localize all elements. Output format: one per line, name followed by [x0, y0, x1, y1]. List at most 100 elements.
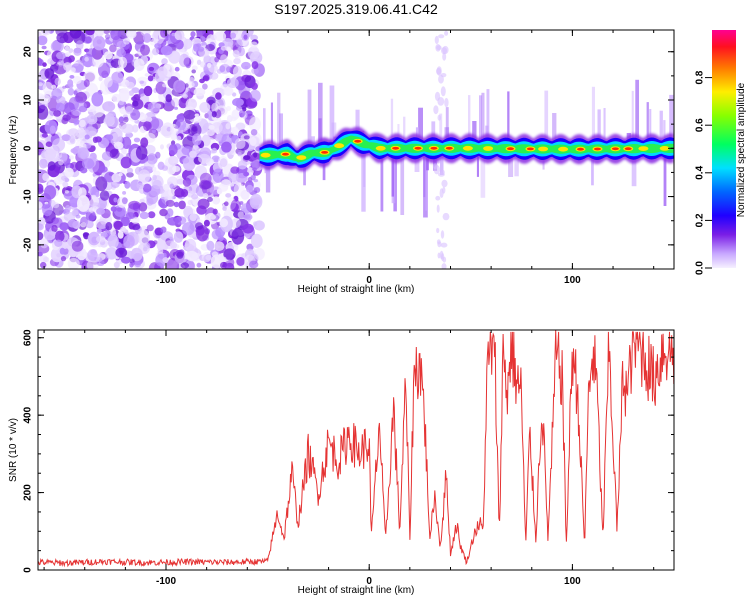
streak-speck — [442, 52, 447, 61]
noise-speck — [75, 40, 84, 50]
noise-speck — [168, 188, 176, 197]
noise-speck — [226, 77, 239, 89]
noise-speck — [250, 129, 258, 136]
noise-speck — [116, 48, 126, 58]
noise-speck — [103, 30, 110, 35]
noise-speck — [139, 80, 144, 84]
streak — [631, 148, 637, 187]
hotspot — [638, 146, 649, 152]
noise-speck — [237, 151, 242, 157]
hotspot-core — [577, 147, 584, 151]
noise-speck — [222, 206, 227, 211]
hotspot — [483, 146, 494, 151]
streak-speck — [437, 114, 442, 121]
noise-speck — [174, 66, 180, 72]
noise-speck — [76, 147, 90, 160]
noise-speck — [56, 51, 66, 60]
noise-speck — [42, 203, 53, 217]
streak-speck — [436, 204, 440, 213]
streak-speck — [438, 172, 445, 177]
noise-speck — [162, 183, 170, 191]
noise-speck — [208, 125, 215, 130]
noise-speck — [194, 113, 199, 117]
streak-speck — [444, 30, 449, 36]
y-tick-label: 20 — [23, 46, 34, 58]
noise-speck — [184, 83, 189, 88]
noise-speck — [199, 102, 211, 113]
hotspot — [538, 146, 549, 152]
noise-speck — [109, 148, 120, 159]
noise-speck — [243, 34, 248, 40]
noise-speck — [82, 232, 88, 238]
noise-speck — [248, 172, 254, 176]
hotspot-core — [414, 146, 422, 150]
hotspot — [296, 155, 307, 161]
noise-speck — [95, 176, 108, 192]
noise-speck — [246, 184, 254, 193]
noise-speck — [39, 238, 49, 249]
noise-speck — [220, 54, 228, 64]
noise-speck — [57, 60, 64, 67]
noise-speck — [232, 65, 242, 78]
noise-speck — [180, 262, 189, 269]
noise-speck — [104, 113, 115, 126]
noise-speck — [144, 73, 150, 77]
noise-speck — [216, 188, 223, 195]
noise-speck — [160, 226, 167, 233]
noise-speck — [243, 213, 253, 221]
noise-speck — [47, 161, 56, 171]
noise-speck — [138, 169, 151, 183]
noise-speck — [171, 97, 180, 107]
noise-speck — [185, 63, 191, 69]
noise-speck — [157, 198, 166, 208]
streak — [403, 116, 406, 149]
noise-speck — [196, 43, 202, 48]
streak — [263, 108, 266, 149]
noise-speck — [183, 38, 193, 50]
hotspot-core — [354, 139, 362, 143]
noise-speck — [38, 223, 44, 231]
noise-speck — [224, 201, 229, 207]
noise-speck — [51, 224, 58, 233]
noise-speck — [118, 89, 130, 102]
snr-series-line — [38, 330, 674, 568]
x-tick-label: 100 — [564, 275, 581, 286]
noise-speck — [251, 82, 258, 90]
noise-speck — [160, 45, 173, 56]
noise-speck — [95, 191, 100, 198]
streak — [440, 148, 444, 175]
noise-speck — [215, 92, 222, 100]
streak-speck — [433, 105, 439, 115]
noise-speck — [202, 83, 208, 90]
noise-speck — [44, 185, 57, 200]
noise-speck — [75, 214, 81, 219]
noise-speck — [249, 260, 259, 269]
signal-band — [259, 126, 674, 172]
streak-speck — [441, 179, 448, 188]
noise-speck — [178, 200, 186, 210]
noise-speck — [127, 250, 135, 260]
noise-speck — [45, 141, 53, 147]
noise-speck — [38, 183, 44, 193]
noise-speck — [71, 240, 84, 252]
noise-speck — [59, 222, 69, 231]
streak-speck — [442, 212, 450, 221]
noise-speck — [164, 196, 169, 200]
streak-speck — [442, 45, 449, 55]
streak-speck — [435, 195, 441, 201]
noise-speck — [64, 45, 70, 52]
noise-speck — [153, 240, 158, 245]
noise-speck — [167, 217, 179, 226]
noise-speck — [157, 66, 168, 78]
noise-speck — [130, 109, 141, 121]
noise-speck — [212, 196, 221, 205]
noise-speck — [176, 178, 185, 185]
noise-speck — [253, 179, 258, 183]
noise-speck — [103, 51, 113, 60]
noise-speck — [61, 134, 71, 142]
noise-speck — [150, 103, 160, 115]
y-tick-label: -10 — [23, 189, 34, 204]
noise-speck — [67, 219, 79, 228]
heatmap-y-label: Frequency (Hz) — [8, 116, 19, 185]
